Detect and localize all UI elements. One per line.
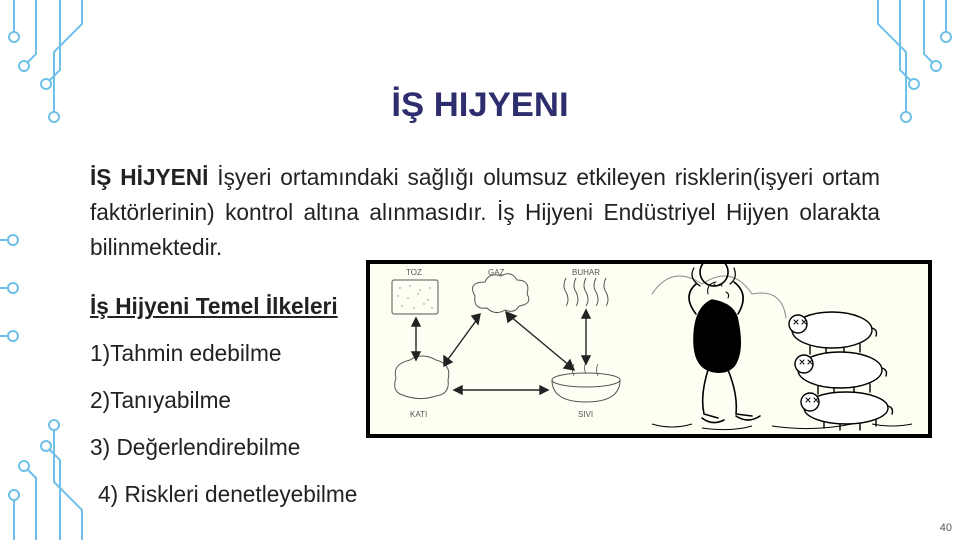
slide: İŞ HIJYENI İŞ HİJYENİ İşyeri ortamındaki… (0, 0, 960, 540)
label-toz: TOZ (406, 268, 422, 277)
definition-text: İŞ HİJYENİ İşyeri ortamındaki sağlığı ol… (90, 160, 880, 265)
label-sivi: SIVI (578, 410, 593, 419)
state-cycle-diagram (370, 264, 640, 434)
label-gaz: GAZ (488, 268, 504, 277)
figure-illustration: TOZ GAZ BUHAR KATI SIVI (366, 260, 932, 438)
principle-4: 4) Riskleri denetleyebilme (90, 481, 880, 508)
cartoon-illustration (642, 264, 932, 434)
definition-body: İşyeri ortamındaki sağlığı olumsuz etkil… (90, 164, 880, 260)
page-title: İŞ HIJYENI (0, 86, 960, 125)
page-number: 40 (940, 522, 952, 534)
definition-lead: İŞ HİJYENİ (90, 164, 208, 190)
label-buhar: BUHAR (572, 268, 600, 277)
principle-3: 3) Değerlendirebilme (90, 434, 880, 461)
label-kati: KATI (410, 410, 427, 419)
